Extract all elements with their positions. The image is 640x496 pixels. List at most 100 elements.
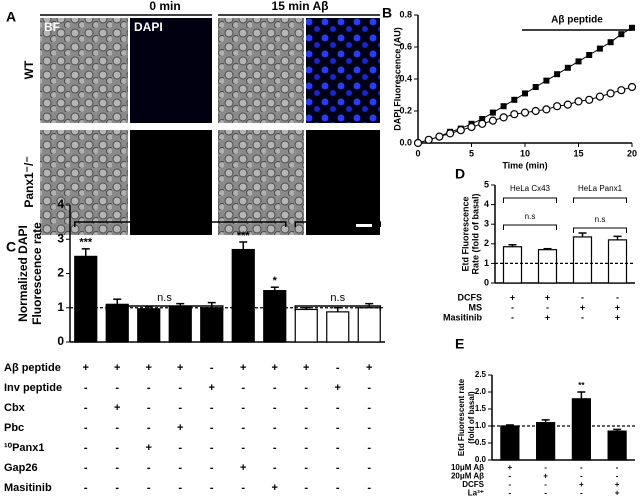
marker (467, 122, 476, 132)
condition-mark: - (367, 442, 371, 454)
y-axis-label: DAPI Fluorescence (AU) (392, 27, 402, 131)
condition-mark: - (84, 422, 88, 434)
condition-mark: - (367, 422, 371, 434)
condition-mark: + (146, 442, 152, 454)
marker (499, 113, 508, 122)
condition-mark: - (273, 382, 277, 394)
bar (294, 308, 318, 343)
marker (618, 31, 625, 38)
marker (413, 138, 423, 148)
condition-mark: - (304, 442, 308, 454)
comparison-label: n.s (525, 212, 536, 221)
bar (105, 303, 129, 343)
marker (574, 97, 583, 106)
comparison-bracket (294, 305, 381, 311)
panel-label: C (6, 239, 16, 255)
group-label: WT (172, 207, 189, 219)
condition-mark: - (115, 422, 119, 434)
row-label: Panx1⁻/⁻ (22, 156, 36, 207)
micrograph (306, 18, 380, 123)
condition-mark: - (273, 462, 277, 474)
condition-name: DCFS (462, 480, 484, 489)
condition-mark: - (210, 362, 214, 374)
x-tick-label: 5 (469, 148, 474, 158)
bar (263, 290, 287, 343)
condition-mark: - (241, 382, 245, 394)
condition-mark: + (83, 362, 89, 374)
marker (554, 71, 561, 78)
bar (168, 306, 192, 343)
marker (531, 106, 540, 116)
y-tick-label: 0.2 (399, 105, 412, 115)
bar (571, 398, 591, 461)
marker (595, 92, 605, 101)
condition-mark: - (115, 442, 119, 454)
y-axis-label: Etd Fluorescent rate (457, 378, 466, 456)
bar (500, 425, 520, 461)
y-tick-label: 2.0 (475, 387, 487, 396)
x-tick-label: 20 (627, 148, 637, 158)
y-tick-label: 1 (484, 258, 489, 268)
condition-mark: - (115, 382, 119, 394)
condition-mark: + (615, 489, 620, 496)
condition-mark: - (241, 422, 245, 434)
panel-label: A (6, 9, 16, 25)
micrograph (40, 18, 128, 123)
bar (572, 236, 593, 284)
condition-name: La³⁺ (468, 489, 484, 496)
condition-mark: + (543, 472, 548, 481)
marker (456, 126, 465, 135)
bar (74, 255, 98, 343)
y-axis-label: Etd Fluorescence (460, 196, 470, 271)
micrograph (218, 18, 304, 123)
scale-bar (356, 224, 372, 227)
significance-label: *** (79, 237, 93, 249)
group-bracket (503, 197, 557, 203)
condition-mark: + (240, 462, 246, 474)
marker (446, 129, 455, 138)
condition-mark: - (241, 442, 245, 454)
condition-name: 10μM Aβ (451, 463, 484, 472)
micrograph (218, 130, 304, 235)
condition-mark: - (84, 462, 88, 474)
marker (489, 109, 496, 116)
condition-mark: - (304, 402, 308, 414)
condition-mark: + (580, 302, 585, 312)
condition-mark: - (367, 482, 371, 494)
x-tick-label: 0 (415, 148, 420, 158)
panel-label: B (382, 5, 392, 21)
condition-mark: - (546, 302, 549, 312)
condition-mark: - (241, 402, 245, 414)
condition-mark: - (509, 489, 512, 496)
condition-mark: - (580, 472, 583, 481)
y-tick-label: 1.5 (475, 404, 487, 413)
significance-label: * (273, 275, 278, 287)
panel-label: E (455, 336, 464, 352)
condition-mark: - (511, 302, 514, 312)
condition-mark: - (115, 462, 119, 474)
y-tick-label: 0.4 (399, 73, 412, 83)
condition-name: 20μM Aβ (451, 472, 484, 481)
y-tick-label: 4 (484, 199, 489, 209)
condition-mark: - (84, 482, 88, 494)
channel-label: DAPI (134, 20, 163, 34)
condition-mark: + (615, 312, 620, 322)
y-tick-label: 0.6 (399, 41, 412, 51)
marker (532, 84, 539, 90)
y-tick-label: 0.0 (475, 455, 487, 464)
condition-mark: - (304, 482, 308, 494)
condition-mark: - (178, 402, 182, 414)
condition-mark: - (210, 402, 214, 414)
group-label: HeLa Panx1 (578, 184, 623, 193)
condition-mark: - (581, 292, 584, 302)
marker (627, 82, 637, 92)
marker (520, 108, 530, 117)
condition-mark: - (273, 402, 277, 414)
condition-mark: - (511, 312, 514, 322)
marker (606, 89, 615, 98)
significance-label: ** (578, 381, 585, 390)
condition-mark: - (509, 472, 512, 481)
condition-mark: + (508, 463, 513, 472)
annotation: Aβ peptide (551, 15, 603, 26)
marker (563, 100, 572, 109)
